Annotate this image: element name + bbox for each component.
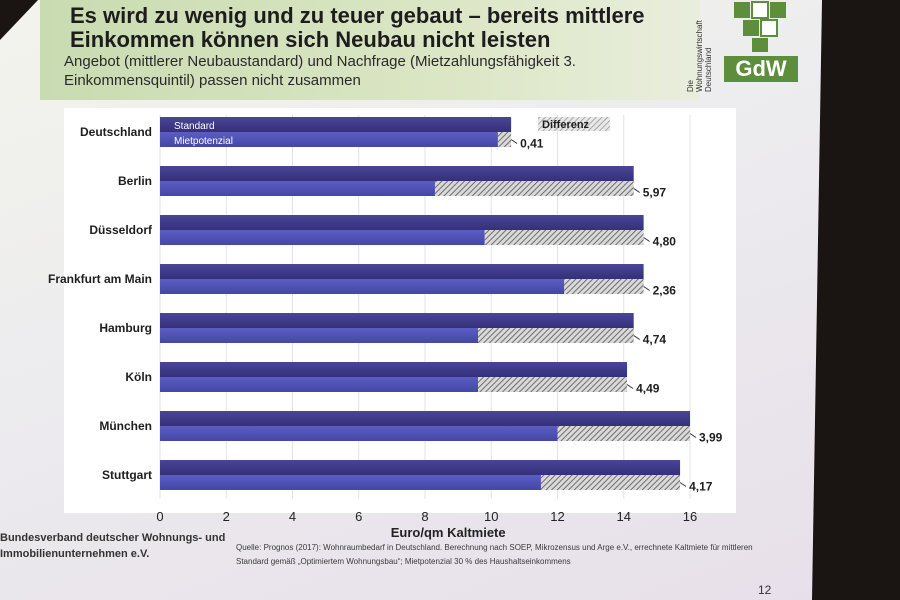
category-label: Deutschland: [80, 125, 152, 139]
standard-bar: [160, 264, 644, 279]
mietpotenzial-bar: [160, 181, 435, 196]
category-label: Köln: [125, 370, 152, 384]
difference-bar: [564, 279, 644, 294]
x-tick-label: 2: [223, 509, 230, 524]
standard-bar: [160, 117, 512, 132]
difference-leader: [689, 433, 697, 438]
x-tick-label: 8: [421, 509, 428, 524]
difference-value-label: 4,74: [643, 333, 667, 347]
legend-difference-swatch: [538, 117, 610, 131]
difference-leader: [626, 384, 634, 389]
difference-bar: [540, 475, 681, 490]
category-label: Hamburg: [99, 321, 152, 335]
difference-value-label: 5,97: [643, 186, 667, 200]
difference-leader: [510, 139, 518, 144]
mietpotenzial-bar: [160, 426, 558, 441]
slide-subtitle: Angebot (mittlerer Neubaustandard) und N…: [64, 53, 576, 89]
difference-bar: [497, 132, 512, 147]
category-label: München: [99, 419, 152, 433]
category-label: Frankfurt am Main: [48, 272, 152, 286]
x-tick-label: 16: [683, 509, 697, 524]
category-label: Stuttgart: [102, 468, 152, 482]
difference-bar: [434, 181, 634, 196]
mietpotenzial-bar: [160, 475, 541, 490]
standard-bar: [160, 215, 644, 230]
difference-bar: [484, 230, 644, 245]
category-label: Düsseldorf: [89, 223, 153, 237]
difference-value-label: 0,41: [520, 137, 544, 151]
difference-value-label: 4,49: [636, 382, 660, 396]
footer-organisation: Bundesverband deutscher Wohnungs- und Im…: [0, 532, 226, 560]
footer-source: Quelle: Prognos (2017): Wohnraumbedarf i…: [236, 543, 753, 566]
header-band: [40, 0, 700, 100]
gdw-logo-icon: [734, 1, 786, 52]
standard-bar: [160, 460, 681, 475]
difference-value-label: 2,36: [653, 284, 677, 298]
x-tick-label: 6: [355, 509, 362, 524]
legend-standard: Standard: [174, 121, 215, 132]
standard-bar: [160, 313, 634, 328]
x-tick-label: 10: [484, 509, 498, 524]
difference-bar: [478, 377, 628, 392]
difference-leader: [643, 286, 650, 291]
category-label: Berlin: [118, 174, 152, 188]
standard-bar: [160, 166, 634, 181]
standard-bar: [160, 411, 690, 426]
difference-bar: [557, 426, 690, 441]
difference-value-label: 4,80: [653, 235, 677, 249]
difference-leader: [643, 237, 650, 242]
difference-leader: [633, 335, 640, 340]
difference-value-label: 3,99: [699, 431, 723, 445]
difference-leader: [679, 482, 687, 487]
x-tick-label: 14: [617, 509, 631, 524]
page-number: 12: [758, 583, 772, 597]
x-tick-label: 4: [289, 509, 296, 524]
x-axis-title: Euro/qm Kaltmiete: [391, 525, 506, 540]
mietpotenzial-bar: [160, 377, 478, 392]
difference-bar: [478, 328, 634, 343]
difference-leader: [633, 188, 640, 193]
logo-wordmark: GdW: [724, 56, 798, 82]
difference-value-label: 4,17: [689, 480, 713, 494]
legend-difference: Differenz: [542, 119, 590, 131]
mietpotenzial-bar: [160, 279, 565, 294]
standard-bar: [160, 362, 628, 377]
mietpotenzial-bar: [160, 132, 498, 147]
mietpotenzial-bar: [160, 328, 478, 343]
x-tick-label: 12: [550, 509, 564, 524]
slide-title: Es wird zu wenig und zu teuer gebaut – b…: [70, 3, 645, 52]
x-tick-label: 0: [156, 509, 163, 524]
mietpotenzial-bar: [160, 230, 485, 245]
legend-mietpotenzial: Mietpotenzial: [174, 136, 233, 147]
